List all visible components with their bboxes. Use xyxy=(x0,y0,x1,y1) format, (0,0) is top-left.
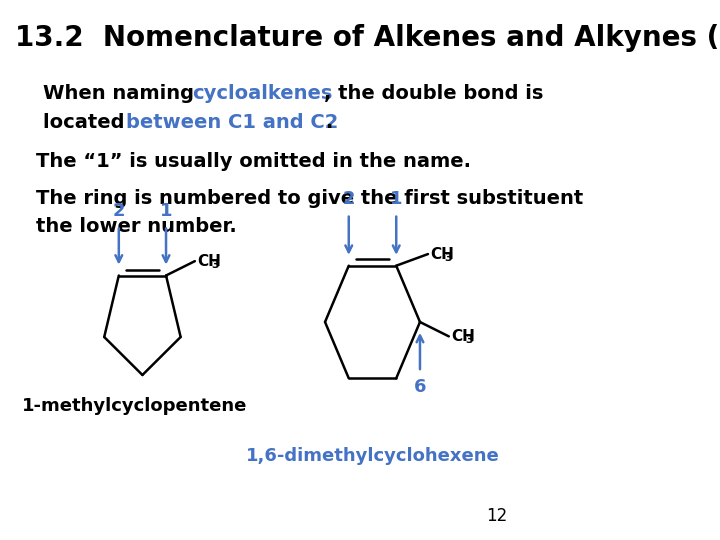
Text: The “1” is usually omitted in the name.: The “1” is usually omitted in the name. xyxy=(36,152,471,171)
Text: 1,6-dimethylcyclohexene: 1,6-dimethylcyclohexene xyxy=(246,447,500,465)
Text: 6: 6 xyxy=(414,378,426,396)
Text: 12: 12 xyxy=(486,507,508,525)
Text: 3: 3 xyxy=(466,335,473,346)
Text: the lower number.: the lower number. xyxy=(36,217,236,236)
Text: 1-methylcyclopentene: 1-methylcyclopentene xyxy=(22,397,248,415)
Text: .: . xyxy=(326,113,334,132)
Text: CH: CH xyxy=(451,329,475,344)
Text: The ring is numbered to give the first substituent: The ring is numbered to give the first s… xyxy=(36,189,583,208)
Text: 13.2  Nomenclature of Alkenes and Alkynes (7): 13.2 Nomenclature of Alkenes and Alkynes… xyxy=(14,24,720,52)
Text: 2: 2 xyxy=(343,190,355,208)
Text: CH: CH xyxy=(430,247,454,261)
Text: 1: 1 xyxy=(390,190,402,208)
Text: located: located xyxy=(43,113,131,132)
Text: 3: 3 xyxy=(212,260,220,270)
Text: 1: 1 xyxy=(160,201,172,219)
Text: When naming: When naming xyxy=(43,84,201,103)
Text: 3: 3 xyxy=(445,253,452,263)
Text: between C1 and C2: between C1 and C2 xyxy=(126,113,338,132)
Text: cycloalkenes: cycloalkenes xyxy=(192,84,332,103)
Text: , the double bond is: , the double bond is xyxy=(324,84,544,103)
Text: CH: CH xyxy=(197,254,221,268)
Text: 2: 2 xyxy=(112,201,125,219)
